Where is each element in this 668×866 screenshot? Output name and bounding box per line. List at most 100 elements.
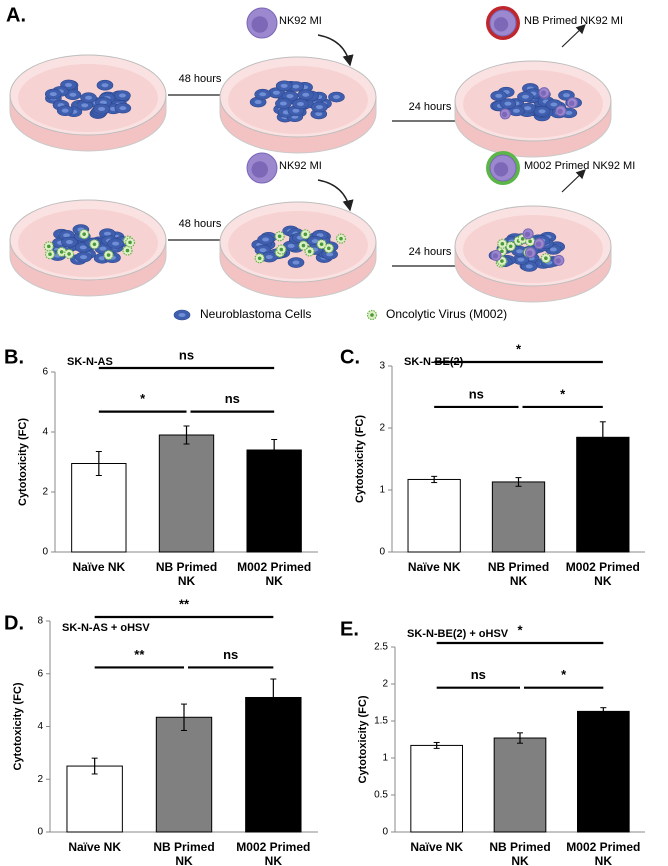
- cell-nucleus: [504, 101, 512, 106]
- cell-nucleus: [292, 260, 300, 265]
- y-tick-label: 3: [379, 361, 385, 372]
- cell-nucleus: [69, 92, 77, 97]
- bar: [576, 436, 630, 553]
- bar: [410, 744, 464, 833]
- y-axis-label: Cytotoxicity (FC): [354, 415, 366, 503]
- cell-nucleus: [512, 108, 520, 113]
- y-tick-label: 2: [37, 774, 43, 785]
- cell-nucleus: [316, 233, 324, 238]
- cell-nucleus: [550, 102, 558, 107]
- cell-nucleus: [262, 237, 270, 242]
- panel-label: A.: [6, 4, 26, 26]
- virus-core: [528, 239, 532, 244]
- panel-label: D.: [4, 612, 24, 634]
- nk-nucleus: [535, 241, 542, 247]
- bar: [71, 463, 127, 553]
- nk-nucleus: [493, 162, 509, 177]
- x-tick-label: Naïve NK: [408, 560, 461, 574]
- y-axis-label: Cytotoxicity (FC): [17, 418, 29, 506]
- virus-core: [500, 259, 504, 263]
- curved-arrow: [317, 34, 354, 67]
- cell-nucleus: [80, 255, 88, 260]
- nk-nucleus: [526, 250, 533, 256]
- cell-nucleus: [259, 248, 267, 253]
- cell-nucleus: [61, 108, 69, 113]
- virus-core: [520, 237, 525, 241]
- cell-nucleus: [315, 111, 323, 116]
- cell-nucleus: [79, 245, 87, 250]
- virus-core: [125, 248, 130, 253]
- virus-core: [92, 242, 97, 247]
- x-tick-label: M002 Primed NK: [236, 840, 310, 866]
- virus-core: [279, 247, 284, 252]
- cell-nucleus: [98, 256, 106, 261]
- cell-nucleus: [332, 95, 340, 100]
- virus-core: [370, 313, 374, 317]
- cell-nucleus: [517, 257, 525, 262]
- y-tick-label: 0: [379, 547, 385, 558]
- bar: [493, 737, 547, 833]
- y-tick-label: 2: [379, 423, 385, 434]
- cell-nucleus: [286, 94, 294, 99]
- cell-nucleus: [265, 255, 273, 260]
- cell-nucleus: [296, 101, 304, 106]
- legend-label: Oncolytic Virus (M002): [386, 307, 507, 321]
- cell-nucleus: [549, 247, 557, 252]
- y-tick-label: 2: [382, 679, 388, 690]
- virus-core: [82, 232, 86, 236]
- virus-core: [303, 232, 308, 237]
- significance-label: ns: [223, 647, 238, 662]
- virus-core: [48, 252, 52, 257]
- virus-core: [307, 249, 312, 254]
- virus-core: [544, 256, 548, 260]
- bar: [245, 696, 302, 833]
- virus-core: [339, 236, 343, 241]
- virus-core: [128, 240, 132, 245]
- interval-label: 48 hours: [179, 73, 222, 85]
- y-tick-label: 2: [42, 487, 48, 498]
- virus-core: [326, 246, 331, 251]
- cell-nucleus: [63, 233, 71, 238]
- cell-nucleus: [524, 106, 532, 111]
- cell-nucleus: [99, 246, 107, 251]
- cell-nucleus: [119, 106, 127, 111]
- nk-nucleus: [492, 253, 499, 259]
- cell-nucleus: [538, 109, 546, 114]
- y-tick-label: 8: [37, 616, 43, 627]
- chart-title: SK-N-AS: [67, 356, 113, 368]
- result-label: M002 Primed NK92 MI: [524, 160, 635, 172]
- bar: [246, 449, 302, 553]
- added-label: NK92 MI: [279, 160, 322, 172]
- bar: [491, 481, 546, 553]
- panel-label: B.: [4, 346, 24, 368]
- nk-nucleus: [524, 231, 531, 238]
- added-label: NK92 MI: [279, 15, 322, 27]
- significance-label: ns: [179, 347, 194, 362]
- cell-nucleus: [118, 93, 126, 98]
- nk-nucleus: [568, 100, 575, 107]
- interval-label: 24 hours: [409, 246, 452, 258]
- bar: [577, 710, 630, 833]
- nk-nucleus: [251, 16, 268, 33]
- x-tick-label: Naïve NK: [410, 840, 463, 854]
- interval-label: 48 hours: [179, 218, 222, 230]
- significance-label: *: [140, 391, 146, 406]
- cell-nucleus: [272, 90, 280, 95]
- significance-label: *: [516, 341, 522, 356]
- bar: [66, 765, 123, 833]
- virus-core: [106, 253, 111, 257]
- y-tick-label: 1: [382, 753, 388, 764]
- cell-nucleus: [292, 84, 300, 89]
- cell-nucleus: [254, 100, 262, 105]
- y-tick-label: 0: [37, 827, 43, 838]
- cell-nucleus: [495, 93, 503, 98]
- cell-nucleus: [178, 313, 186, 317]
- cell-nucleus: [292, 108, 300, 113]
- panel-label: C.: [340, 346, 360, 368]
- cell-nucleus: [525, 264, 533, 269]
- curved-arrow: [317, 179, 354, 212]
- virus-core: [301, 243, 306, 248]
- dish-medium: [463, 70, 603, 138]
- cell-nucleus: [280, 83, 288, 88]
